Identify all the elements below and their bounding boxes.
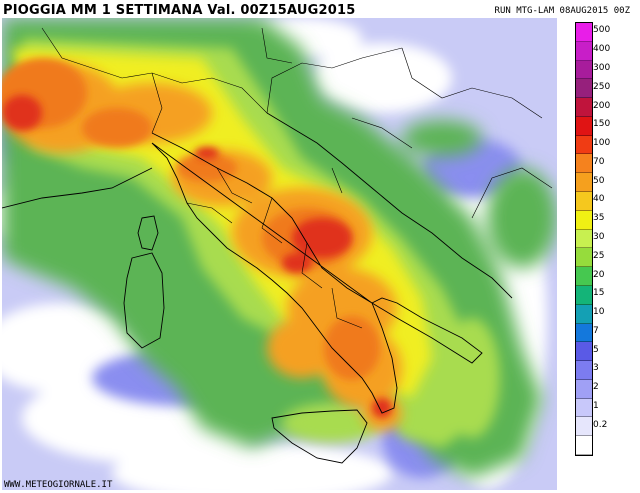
legend-swatch — [576, 98, 592, 117]
legend-label: 35 — [593, 213, 605, 224]
legend-label: 400 — [593, 44, 611, 55]
legend-swatch — [576, 135, 592, 155]
precipitation-map — [2, 18, 557, 490]
legend-swatch — [576, 173, 592, 193]
run-info: RUN MTG-LAM 08AUG2015 00Z — [494, 6, 630, 16]
legend-swatch — [576, 323, 592, 343]
legend-swatch — [576, 154, 592, 174]
legend-label: 70 — [593, 156, 605, 167]
legend-label: 1 — [593, 401, 599, 412]
legend-swatch — [576, 60, 592, 80]
legend-swatch — [576, 248, 592, 268]
legend-label: 3 — [593, 363, 599, 374]
legend-label: 100 — [593, 138, 611, 149]
legend-swatch — [576, 304, 592, 324]
legend-label: 40 — [593, 194, 605, 205]
legend-label: 15 — [593, 288, 605, 299]
legend-label: 7 — [593, 325, 599, 336]
legend-label: 150 — [593, 119, 611, 130]
legend-label: 20 — [593, 269, 605, 280]
legend-swatch — [576, 285, 592, 305]
legend-label: 2 — [593, 382, 599, 393]
legend-swatch — [576, 79, 592, 99]
coastlines — [2, 112, 513, 464]
legend-swatch — [576, 23, 592, 42]
map-title: PIOGGIA MM 1 SETTIMANA Val. 00Z15AUG2015 — [3, 3, 356, 18]
legend-swatch — [576, 398, 592, 418]
legend-swatch — [576, 210, 592, 230]
legend-label: 30 — [593, 232, 605, 242]
legend-swatch — [576, 192, 592, 211]
legend-label: 200 — [593, 100, 611, 111]
legend-swatch — [576, 41, 592, 61]
legend-label: 5 — [593, 344, 599, 355]
legend-label: 25 — [593, 250, 605, 261]
legend-swatch — [576, 417, 592, 437]
legend-label: 300 — [593, 62, 611, 73]
color-legend — [575, 22, 593, 456]
legend-label: 500 — [593, 25, 611, 36]
watermark: WWW.METEOGIORNALE.IT — [4, 480, 113, 490]
legend-swatch — [576, 229, 592, 249]
legend-swatch — [576, 436, 592, 455]
legend-swatch — [576, 379, 592, 399]
legend-label: 250 — [593, 81, 611, 92]
legend-label: 10 — [593, 307, 605, 318]
legend-label: 0.2 — [593, 419, 608, 430]
legend-swatch — [576, 116, 592, 136]
legend-swatch — [576, 342, 592, 362]
legend-swatch — [576, 267, 592, 286]
legend-label: 50 — [593, 175, 605, 186]
borders — [41, 27, 553, 329]
legend-swatch — [576, 361, 592, 380]
